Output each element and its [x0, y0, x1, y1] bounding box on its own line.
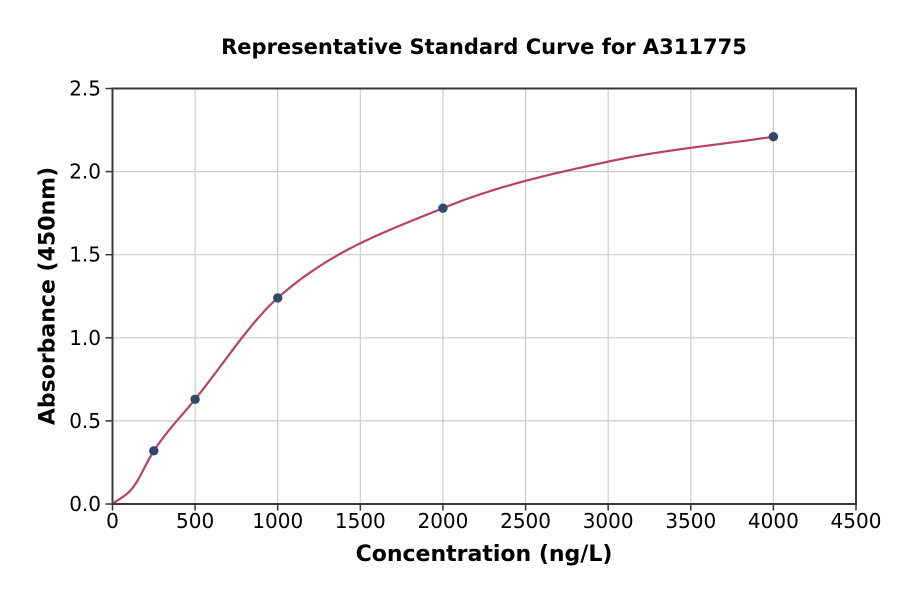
x-tick-label: 4000 — [748, 509, 799, 533]
x-tick-label: 1000 — [252, 509, 303, 533]
y-tick-label: 0.0 — [69, 492, 101, 516]
plot-border — [111, 87, 857, 505]
x-tick-label: 3500 — [665, 509, 716, 533]
x-tick-label: 0 — [106, 509, 119, 533]
x-tick-label: 2500 — [500, 509, 551, 533]
data-point-marker — [768, 131, 779, 142]
x-tick-label: 4500 — [831, 509, 882, 533]
y-tick-label: 2.0 — [69, 160, 101, 184]
x-tick-label: 2000 — [417, 509, 468, 533]
y-tick-label: 0.5 — [69, 409, 101, 433]
y-tick-label: 1.5 — [69, 243, 101, 267]
data-point-marker — [190, 394, 200, 404]
chart-title: Representative Standard Curve for A31177… — [221, 35, 747, 59]
x-axis-label: Concentration (ng/L) — [355, 542, 613, 567]
data-point-marker — [273, 293, 283, 303]
data-point-marker — [438, 203, 448, 213]
x-tick-label: 1500 — [335, 509, 386, 533]
x-tick-label: 500 — [176, 509, 214, 533]
x-tick-label: 3000 — [583, 509, 634, 533]
data-point-marker — [149, 446, 159, 456]
y-tick-label: 1.0 — [69, 326, 101, 350]
y-tick-label: 2.5 — [69, 77, 101, 101]
